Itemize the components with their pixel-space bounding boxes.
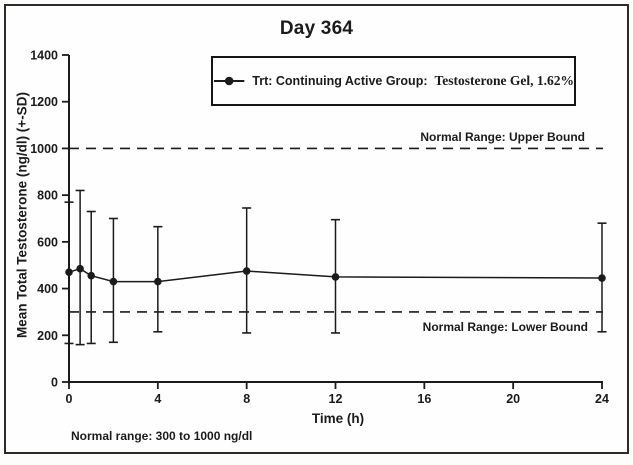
legend-series-marker-icon (213, 76, 245, 86)
svg-text:0: 0 (66, 392, 73, 406)
svg-text:12: 12 (329, 392, 343, 406)
normal-range-lower-bound-label: Normal Range: Lower Bound (422, 320, 588, 334)
svg-text:800: 800 (37, 189, 58, 203)
legend-box: Trt: Continuing Active Group: Testostero… (211, 56, 576, 106)
x-axis-ticks: 0 4 8 12 16 20 24 (66, 382, 609, 406)
svg-text:0: 0 (51, 376, 58, 390)
y-axis-ticks: 0 200 400 600 800 1000 1200 1400 (30, 49, 69, 390)
svg-text:1400: 1400 (30, 49, 58, 63)
svg-text:1000: 1000 (30, 142, 58, 156)
svg-text:24: 24 (595, 392, 609, 406)
svg-text:400: 400 (37, 282, 58, 296)
legend-series-label-product: Testosterone Gel, 1.62% (434, 73, 575, 88)
chart-title: Day 364 (279, 18, 354, 39)
y-axis-label: Mean Total Testosterone (ng/dl) (+-SD) (14, 92, 30, 338)
svg-text:1200: 1200 (30, 95, 58, 109)
svg-text:4: 4 (154, 392, 161, 406)
svg-text:16: 16 (417, 392, 431, 406)
svg-text:200: 200 (37, 329, 58, 343)
normal-range-upper-bound-label: Normal Range: Upper Bound (420, 130, 585, 144)
svg-text:8: 8 (243, 392, 250, 406)
svg-text:600: 600 (37, 235, 58, 249)
series-markers (65, 264, 606, 286)
x-axis-label: Time (h) (311, 411, 365, 426)
svg-text:20: 20 (506, 392, 520, 406)
legend-series-label-prefix: Trt: Continuing Active Group: (252, 74, 428, 88)
normal-range-footnote: Normal range: 300 to 1000 ng/dl (71, 429, 253, 443)
